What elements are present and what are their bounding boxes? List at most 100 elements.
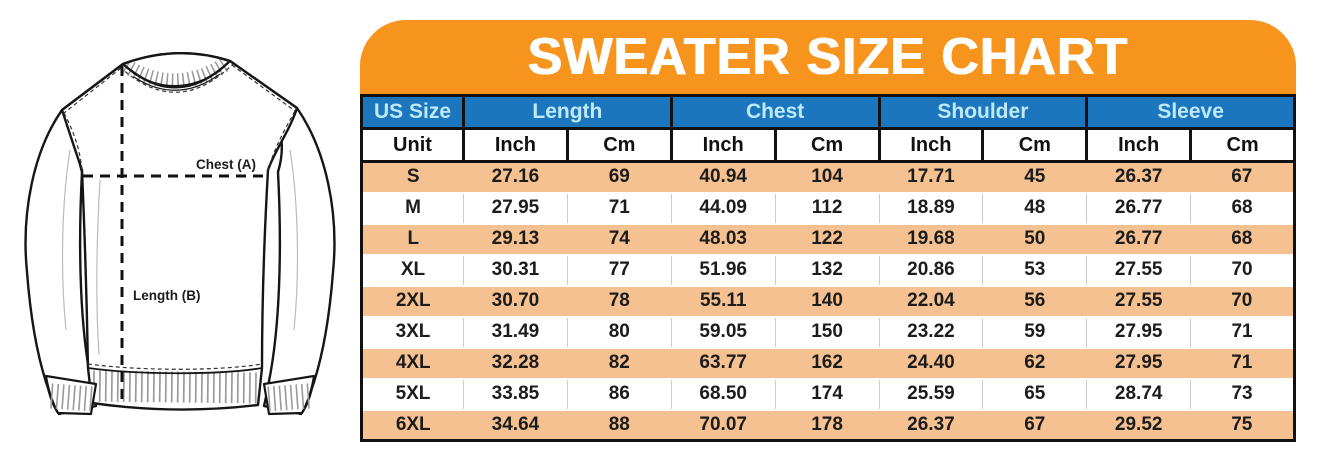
value-cell: 59 bbox=[982, 316, 1087, 349]
header-length: Length bbox=[462, 94, 673, 130]
value-cell: 78 bbox=[567, 285, 672, 318]
left-shoulder-seam bbox=[63, 67, 122, 114]
value-cell: 67 bbox=[1190, 161, 1295, 194]
value-cell: 17.71 bbox=[879, 161, 983, 194]
table-row-3xl: 3XL 31.49 80 59.05 150 23.22 59 27.95 71 bbox=[361, 316, 1295, 349]
value-cell: 27.16 bbox=[463, 161, 568, 194]
header-shoulder: Shoulder bbox=[877, 94, 1089, 130]
value-cell: 29.13 bbox=[463, 223, 568, 256]
value-cell: 23.22 bbox=[878, 316, 983, 349]
value-cell: 75 bbox=[1231, 413, 1253, 435]
value-cell: 88 bbox=[608, 413, 630, 435]
value-cell: 50 bbox=[982, 223, 1087, 256]
value-cell: 71 bbox=[1190, 316, 1295, 349]
value-cell: 40.94 bbox=[671, 161, 776, 194]
unit-cell: Unit bbox=[360, 127, 465, 163]
value-cell: 56 bbox=[982, 285, 1087, 318]
header-us-size: US Size bbox=[360, 94, 465, 130]
value-cell: 150 bbox=[774, 316, 879, 349]
value-cell: 122 bbox=[775, 223, 879, 256]
value-cell: 73 bbox=[1190, 378, 1295, 411]
value-cell: 44.09 bbox=[670, 192, 776, 225]
table-row-6xl: 6XL 34.64 88 70.07 178 26.37 67 29.52 75 bbox=[361, 409, 1295, 441]
value-cell: 74 bbox=[567, 223, 672, 256]
header-sleeve: Sleeve bbox=[1085, 94, 1296, 130]
unit-cell: Inch bbox=[1085, 127, 1193, 163]
collar-top-arc bbox=[122, 51, 231, 66]
value-cell: 55.11 bbox=[671, 285, 776, 318]
unit-cell: Cm bbox=[1189, 127, 1296, 163]
title-banner: SWEATER SIZE CHART bbox=[360, 20, 1296, 94]
table-row-l: L 29.13 74 48.03 122 19.68 50 26.77 68 bbox=[361, 223, 1295, 256]
table-row-5xl: 5XL 33.85 86 68.50 174 25.59 65 28.74 73 bbox=[361, 378, 1295, 411]
value-cell: 20.86 bbox=[878, 254, 983, 287]
size-cell: XL bbox=[361, 254, 464, 287]
table-row-m: M 27.95 71 44.09 112 18.89 48 26.77 68 bbox=[361, 192, 1295, 225]
unit-cell: Cm bbox=[565, 127, 673, 163]
right-armhole-seam bbox=[267, 110, 296, 171]
value-cell: 27.95 bbox=[1086, 316, 1191, 349]
table-row-2xl: 2XL 30.70 78 55.11 140 22.04 56 27.55 70 bbox=[361, 285, 1295, 318]
length-label: Length (B) bbox=[133, 288, 200, 303]
value-cell: 162 bbox=[775, 347, 879, 380]
hem-seam-dashed bbox=[87, 363, 263, 370]
value-cell: 45 bbox=[982, 161, 1087, 194]
size-cell: 6XL bbox=[395, 413, 431, 435]
value-cell: 31.49 bbox=[463, 316, 568, 349]
value-cell: 63.77 bbox=[671, 347, 776, 380]
sweater-illustration: Chest (A) Length (B) bbox=[24, 51, 336, 416]
value-cell: 29.52 bbox=[1114, 413, 1163, 435]
value-cell: 34.64 bbox=[491, 413, 540, 435]
value-cell: 27.55 bbox=[1086, 254, 1191, 287]
value-cell: 178 bbox=[811, 413, 843, 435]
left-cuff-rib-texture bbox=[50, 383, 93, 412]
value-cell: 65 bbox=[982, 378, 1087, 411]
value-cell: 27.95 bbox=[1086, 347, 1191, 380]
value-cell: 22.04 bbox=[879, 285, 983, 318]
header-chest: Chest bbox=[669, 94, 881, 130]
value-cell: 26.77 bbox=[1086, 192, 1191, 225]
unit-header-row: Unit Inch Cm Inch Cm Inch Cm Inch Cm bbox=[360, 127, 1296, 163]
collar-inner-line-1 bbox=[132, 69, 222, 87]
value-cell: 112 bbox=[774, 192, 879, 225]
value-cell: 68.50 bbox=[670, 378, 776, 411]
table-row-xl: XL 30.31 77 51.96 132 20.86 53 27.55 70 bbox=[361, 254, 1295, 287]
value-cell: 51.96 bbox=[670, 254, 776, 287]
value-cell: 48.03 bbox=[671, 223, 776, 256]
value-cell: 140 bbox=[775, 285, 879, 318]
value-cell: 70.07 bbox=[699, 413, 747, 435]
value-cell: 174 bbox=[774, 378, 879, 411]
hem-band-top-line bbox=[87, 367, 263, 375]
value-cell: 62 bbox=[982, 347, 1087, 380]
table-row-4xl: 4XL 32.28 82 63.77 162 24.40 62 27.95 71 bbox=[361, 347, 1295, 380]
value-cell: 132 bbox=[774, 254, 879, 287]
collar-seam-dashed bbox=[119, 63, 234, 93]
value-cell: 82 bbox=[567, 347, 672, 380]
value-cell: 71 bbox=[1190, 347, 1295, 380]
collar-band bbox=[123, 53, 230, 88]
right-sleeve-fold-line bbox=[289, 149, 299, 331]
value-cell: 25.59 bbox=[878, 378, 983, 411]
unit-cell: Inch bbox=[462, 127, 569, 163]
right-cuff-rib-texture bbox=[267, 383, 310, 412]
right-cuff bbox=[262, 374, 316, 416]
size-cell: 3XL bbox=[361, 316, 464, 349]
size-cell: S bbox=[361, 161, 464, 194]
left-cuff bbox=[44, 374, 98, 416]
value-cell: 28.74 bbox=[1086, 378, 1191, 411]
value-cell: 18.89 bbox=[878, 192, 983, 225]
left-body-fold-line bbox=[96, 179, 101, 356]
value-cell: 19.68 bbox=[879, 223, 983, 256]
value-cell: 80 bbox=[566, 316, 672, 349]
value-cell: 86 bbox=[566, 378, 672, 411]
value-cell: 70 bbox=[1190, 254, 1295, 287]
value-cell: 68 bbox=[1190, 192, 1295, 225]
value-cell: 67 bbox=[1024, 413, 1046, 435]
value-cell: 71 bbox=[566, 192, 672, 225]
value-cell: 33.85 bbox=[463, 378, 568, 411]
value-cell: 104 bbox=[775, 161, 879, 194]
value-cell: 24.40 bbox=[879, 347, 983, 380]
collar-inner-line-2 bbox=[133, 73, 221, 91]
table-header-row: US Size Length Chest Shoulder Sleeve bbox=[360, 94, 1296, 130]
value-cell: 30.31 bbox=[463, 254, 568, 287]
